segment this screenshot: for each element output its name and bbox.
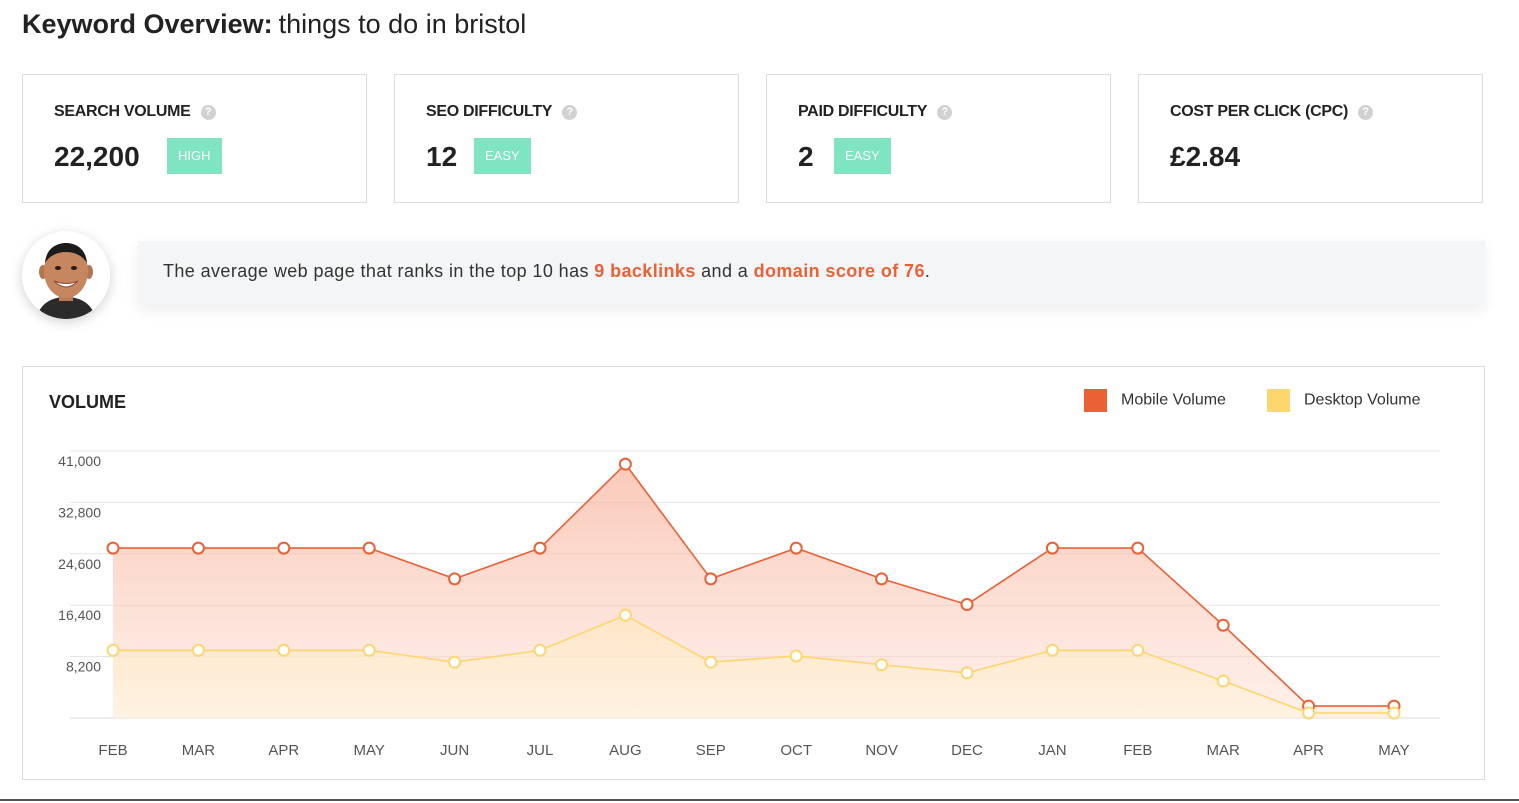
- x-tick-label: FEB: [98, 742, 127, 759]
- x-tick-label: JAN: [1038, 742, 1066, 759]
- desktop-volume-point[interactable]: [618, 608, 632, 622]
- desktop-volume-line: [113, 614, 1394, 714]
- paid-difficulty-card: PAID DIFFICULTY? 2 EASY: [766, 74, 1111, 203]
- cpc-value: £2.84: [1170, 141, 1241, 172]
- paid-difficulty-value: 2: [798, 141, 814, 172]
- mobile-volume-point[interactable]: [277, 541, 291, 555]
- y-tick-label: 41,000: [58, 453, 101, 469]
- x-tick-label: NOV: [865, 742, 898, 759]
- mobile-volume-point[interactable]: [1131, 541, 1145, 555]
- desktop-volume-point[interactable]: [1216, 674, 1230, 688]
- mobile-volume-point[interactable]: [960, 598, 974, 612]
- search-volume-value: 22,200: [54, 141, 140, 172]
- page-title-label: Keyword Overview:: [22, 9, 273, 39]
- x-tick-label: JUN: [440, 742, 469, 759]
- desktop-volume-point[interactable]: [704, 655, 718, 669]
- y-tick-label: 24,600: [58, 556, 101, 572]
- x-tick-label: MAR: [182, 742, 216, 759]
- desktop-volume-point[interactable]: [875, 658, 889, 672]
- mobile-volume-point[interactable]: [1216, 618, 1230, 632]
- help-icon[interactable]: ?: [1358, 105, 1374, 120]
- person-portrait-icon: [22, 231, 110, 319]
- paid-difficulty-badge: EASY: [834, 138, 891, 174]
- x-tick-label: SEP: [696, 742, 726, 759]
- mobile-volume-line: [113, 462, 1394, 707]
- desktop-volume-point[interactable]: [1302, 706, 1316, 720]
- x-tick-label: AUG: [609, 742, 642, 759]
- desktop-volume-point[interactable]: [1387, 706, 1401, 720]
- y-tick-label: 8,200: [66, 659, 101, 675]
- desktop-volume-point[interactable]: [362, 643, 376, 657]
- y-tick-label: 16,400: [58, 607, 101, 623]
- insight-banner: The average web page that ranks in the t…: [138, 241, 1485, 304]
- legend-mobile-swatch: [1084, 389, 1107, 412]
- mobile-volume-point[interactable]: [106, 541, 120, 555]
- chart-title: VOLUME: [49, 392, 127, 412]
- desktop-volume-point[interactable]: [789, 649, 803, 663]
- legend-desktop[interactable]: Desktop Volume: [1267, 389, 1421, 415]
- x-tick-label: JUL: [527, 742, 554, 759]
- x-tick-label: APR: [1293, 742, 1324, 759]
- desktop-volume-point[interactable]: [960, 666, 974, 680]
- x-tick-label: FEB: [1123, 742, 1152, 759]
- desktop-volume-point[interactable]: [1131, 643, 1145, 657]
- legend-mobile-label: Mobile Volume: [1121, 391, 1226, 409]
- mobile-volume-point[interactable]: [533, 541, 547, 555]
- seo-difficulty-badge: EASY: [474, 138, 531, 174]
- help-icon[interactable]: ?: [200, 105, 216, 120]
- desktop-volume-point[interactable]: [448, 655, 462, 669]
- search-volume-card: SEARCH VOLUME? 22,200 HIGH: [22, 74, 367, 203]
- mobile-volume-point[interactable]: [875, 572, 889, 586]
- card-label: PAID DIFFICULTY: [798, 103, 928, 120]
- mobile-volume-point[interactable]: [191, 541, 205, 555]
- seo-difficulty-value: 12: [426, 141, 458, 172]
- mobile-volume-point[interactable]: [704, 572, 718, 586]
- y-tick-label: 32,800: [58, 504, 101, 520]
- help-icon[interactable]: ?: [937, 105, 953, 120]
- page-title: Keyword Overview: things to do in bristol: [22, 6, 526, 42]
- x-tick-label: MAR: [1207, 742, 1241, 759]
- card-label: SEO DIFFICULTY: [426, 103, 553, 120]
- keyword-text: things to do in bristol: [278, 9, 527, 39]
- desktop-volume-point[interactable]: [1045, 643, 1059, 657]
- seo-difficulty-card: SEO DIFFICULTY? 12 EASY: [394, 74, 739, 203]
- avatar: [22, 231, 110, 319]
- x-tick-label: APR: [268, 742, 299, 759]
- desktop-volume-point[interactable]: [533, 643, 547, 657]
- x-tick-label: OCT: [780, 742, 812, 759]
- cpc-card: COST PER CLICK (CPC)? £2.84: [1138, 74, 1483, 203]
- card-label: COST PER CLICK (CPC): [1170, 103, 1349, 120]
- card-label: SEARCH VOLUME: [54, 103, 191, 120]
- backlinks-highlight: 9 backlinks: [594, 261, 696, 281]
- x-tick-label: DEC: [951, 742, 983, 759]
- mobile-volume-point[interactable]: [362, 541, 376, 555]
- desktop-volume-point[interactable]: [277, 643, 291, 657]
- search-volume-badge: HIGH: [167, 138, 222, 174]
- mobile-volume-point[interactable]: [789, 541, 803, 555]
- mobile-volume-point[interactable]: [448, 572, 462, 586]
- legend-desktop-swatch: [1267, 389, 1290, 412]
- mobile-volume-point[interactable]: [618, 457, 632, 471]
- mobile-volume-point[interactable]: [1045, 541, 1059, 555]
- bottom-divider: [0, 799, 1519, 801]
- x-tick-label: MAY: [1378, 742, 1409, 759]
- legend-mobile[interactable]: Mobile Volume: [1084, 389, 1226, 415]
- desktop-volume-point[interactable]: [106, 643, 120, 657]
- x-tick-label: MAY: [353, 742, 384, 759]
- domain-score-highlight: domain score of 76: [753, 261, 925, 281]
- help-icon[interactable]: ?: [562, 105, 578, 120]
- desktop-volume-point[interactable]: [191, 643, 205, 657]
- legend-desktop-label: Desktop Volume: [1304, 391, 1421, 409]
- insight-text: The average web page that ranks in the t…: [163, 261, 931, 281]
- desktop-volume-area: [113, 615, 1394, 718]
